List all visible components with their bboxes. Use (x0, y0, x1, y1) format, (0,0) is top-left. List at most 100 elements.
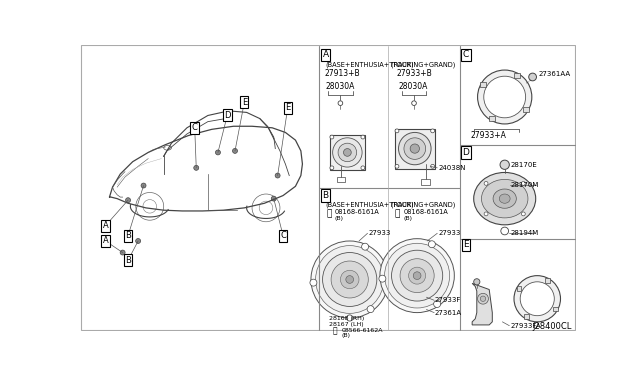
Text: D: D (224, 111, 230, 120)
Ellipse shape (480, 296, 486, 301)
Circle shape (501, 227, 509, 235)
Text: 08168-6161A: 08168-6161A (335, 209, 380, 215)
Ellipse shape (474, 173, 536, 225)
Circle shape (399, 132, 431, 165)
Circle shape (400, 259, 434, 293)
Circle shape (347, 315, 353, 321)
Circle shape (522, 182, 525, 185)
Circle shape (232, 148, 237, 153)
Circle shape (408, 267, 426, 284)
Circle shape (316, 246, 384, 313)
Circle shape (500, 160, 509, 169)
Bar (480, 82, 486, 87)
Ellipse shape (493, 189, 516, 208)
Text: 27913+B: 27913+B (324, 70, 360, 78)
Circle shape (346, 276, 353, 283)
Text: 27361A: 27361A (435, 310, 462, 315)
Text: E: E (285, 103, 291, 112)
Circle shape (395, 129, 399, 133)
Circle shape (379, 275, 386, 282)
Bar (395, 129, 435, 169)
Circle shape (410, 144, 419, 153)
Text: A: A (102, 221, 108, 230)
Circle shape (395, 164, 399, 168)
Circle shape (522, 212, 525, 216)
Ellipse shape (481, 179, 528, 218)
Bar (330, 135, 365, 170)
Text: (B): (B) (341, 333, 350, 338)
Bar (337, 177, 345, 182)
Circle shape (125, 198, 131, 203)
Text: (BASE+ENTHUSIA+TRACK): (BASE+ENTHUSIA+TRACK) (325, 202, 413, 208)
Text: C: C (463, 50, 469, 59)
Circle shape (330, 135, 334, 139)
Circle shape (484, 76, 525, 118)
Bar (553, 307, 557, 311)
Circle shape (120, 250, 125, 255)
Ellipse shape (477, 294, 488, 304)
Circle shape (338, 143, 356, 162)
Circle shape (311, 241, 388, 318)
Bar (421, 179, 430, 185)
Circle shape (340, 270, 359, 289)
Circle shape (412, 101, 417, 106)
Text: 28170M: 28170M (511, 182, 540, 188)
Text: 27933+A: 27933+A (470, 131, 506, 140)
Text: C: C (280, 231, 286, 240)
Circle shape (330, 166, 334, 170)
Circle shape (141, 183, 146, 188)
Text: 27933F: 27933F (435, 297, 461, 303)
Circle shape (362, 243, 369, 250)
Text: D: D (463, 148, 469, 157)
Bar (545, 278, 550, 283)
Bar (489, 116, 495, 121)
Bar (523, 107, 529, 112)
Text: Ⓢ: Ⓢ (394, 209, 399, 218)
Text: B: B (125, 256, 131, 265)
Text: 27933+B: 27933+B (397, 70, 433, 78)
Circle shape (529, 73, 536, 81)
Circle shape (404, 138, 426, 159)
Circle shape (392, 250, 443, 301)
Text: (BASE+ENTHUSIA+TRACK): (BASE+ENTHUSIA+TRACK) (325, 61, 413, 68)
Circle shape (380, 239, 454, 312)
Circle shape (271, 196, 276, 201)
Circle shape (474, 279, 480, 285)
Circle shape (484, 212, 488, 216)
Text: 24038N: 24038N (438, 165, 465, 171)
Text: 27933FA: 27933FA (510, 323, 541, 329)
Text: C: C (192, 123, 198, 132)
Text: Ⓢ: Ⓢ (326, 209, 332, 218)
Circle shape (477, 70, 532, 124)
Circle shape (413, 272, 421, 279)
Circle shape (310, 279, 317, 286)
Ellipse shape (499, 194, 510, 203)
Text: 28167 (LH): 28167 (LH) (329, 322, 364, 327)
Text: 28030A: 28030A (399, 82, 428, 91)
Text: (TOURING+GRAND): (TOURING+GRAND) (390, 61, 456, 68)
Text: A: A (323, 50, 329, 59)
Circle shape (514, 276, 561, 322)
Text: J28400CL: J28400CL (532, 322, 572, 331)
Circle shape (338, 101, 343, 106)
Bar (524, 314, 529, 319)
Text: A: A (102, 237, 108, 246)
Text: E: E (463, 240, 468, 249)
Circle shape (361, 166, 365, 170)
Circle shape (484, 182, 488, 185)
Circle shape (434, 301, 440, 308)
Text: B: B (323, 191, 329, 200)
Text: E: E (242, 98, 247, 107)
Text: 08168-6161A: 08168-6161A (404, 209, 449, 215)
Circle shape (520, 282, 554, 316)
Text: 08566-6162A: 08566-6162A (341, 328, 383, 333)
Circle shape (136, 238, 141, 243)
Bar (517, 286, 522, 291)
Text: (TOURING+GRAND): (TOURING+GRAND) (390, 202, 456, 208)
Text: (B): (B) (404, 216, 413, 221)
Circle shape (331, 261, 368, 298)
Text: (B): (B) (335, 216, 344, 221)
Circle shape (385, 243, 450, 308)
Circle shape (333, 138, 362, 167)
Polygon shape (472, 283, 492, 325)
